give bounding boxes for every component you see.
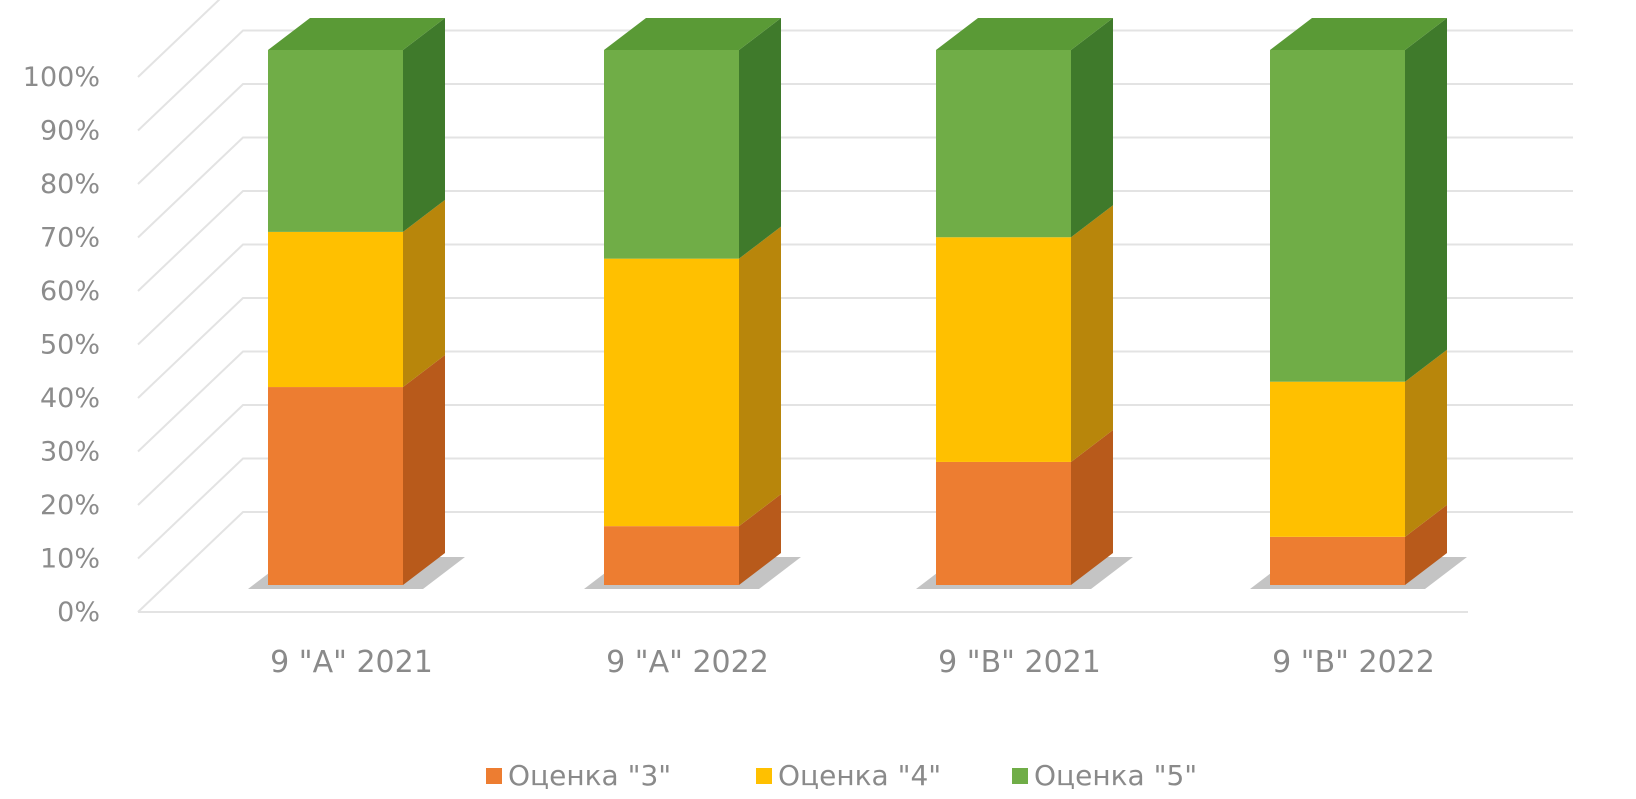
bar-front: [1270, 536, 1405, 585]
bar-side: [1405, 18, 1447, 382]
bar-top: [268, 18, 445, 50]
bar-side: [739, 18, 781, 259]
legend-label: Оценка "3": [508, 759, 671, 792]
y-tick-label: 100%: [23, 62, 100, 93]
bar-front: [604, 258, 739, 527]
bar-segment: [936, 429, 1113, 585]
bar-segment: [604, 18, 781, 259]
bar-front: [604, 50, 739, 259]
bar-top: [1270, 18, 1447, 50]
gridline: [137, 297, 1573, 399]
x-category-label: 9 "В" 2021: [938, 645, 1101, 680]
gridline: [137, 457, 1573, 560]
gridline: [137, 83, 1573, 185]
bar-segment: [936, 205, 1113, 462]
bar-side: [1071, 18, 1113, 238]
bar-side: [1071, 205, 1113, 462]
legend-swatch: [756, 768, 772, 784]
bar-side: [1071, 429, 1113, 585]
legend-label: Оценка "4": [778, 759, 941, 792]
bar-front: [936, 50, 1071, 238]
legend-item: Оценка "5": [1012, 759, 1197, 792]
gridline: [137, 136, 1573, 239]
y-tick-label: 80%: [40, 169, 100, 200]
bar-top: [604, 18, 781, 50]
x-category-label: 9 "В" 2022: [1272, 645, 1435, 680]
bar-segment: [936, 18, 1113, 238]
bar-front: [604, 526, 739, 585]
bar-segment: [1270, 349, 1447, 537]
gridline: [137, 29, 1573, 132]
y-tick-label: 70%: [40, 223, 100, 254]
bar-side: [739, 494, 781, 585]
y-tick-label: 40%: [40, 383, 100, 414]
bar-front: [1270, 381, 1405, 537]
bar-segment: [604, 226, 781, 527]
bar-segment: [268, 355, 445, 585]
bar-side: [1405, 349, 1447, 537]
gridline: [137, 243, 1573, 346]
bar-side: [403, 355, 445, 585]
legend-label: Оценка "5": [1034, 759, 1197, 792]
bar-front: [936, 461, 1071, 585]
gridline: [137, 0, 221, 78]
legend-swatch: [486, 768, 502, 784]
legend-item: Оценка "4": [756, 759, 941, 792]
bar-side: [403, 199, 445, 388]
y-tick-label: 20%: [40, 490, 100, 521]
y-tick-label: 10%: [40, 544, 100, 575]
bar-top: [936, 18, 1113, 50]
bar-side: [1405, 504, 1447, 585]
x-category-label: 9 "А" 2021: [270, 645, 433, 680]
legend: Оценка "3" Оценка "4" Оценка "5": [486, 759, 1197, 792]
bar-front: [1270, 50, 1405, 382]
bar-segment: [604, 494, 781, 585]
legend-swatch: [1012, 768, 1028, 784]
bar-segment: [1270, 504, 1447, 585]
x-category-label: 9 "А" 2022: [606, 645, 769, 680]
bar-front: [936, 237, 1071, 462]
gridline: [137, 404, 1573, 506]
y-tick-label: 0%: [57, 597, 100, 628]
y-axis-tick-labels: 0% 10% 20% 30% 40% 50% 60% 70% 80% 90% 100%: [23, 62, 100, 628]
bar-side: [739, 226, 781, 527]
gridline: [137, 190, 1573, 292]
gridline: [137, 511, 1573, 613]
bar-front: [268, 50, 403, 232]
gridlines: [137, 0, 1573, 613]
bar-side: [403, 18, 445, 232]
bars: [248, 18, 1467, 589]
y-tick-label: 90%: [40, 116, 100, 147]
bar-segment: [1270, 18, 1447, 382]
y-tick-label: 50%: [40, 330, 100, 361]
y-tick-label: 30%: [40, 437, 100, 468]
gridline: [137, 350, 1573, 453]
bar-front: [268, 387, 403, 585]
x-axis-category-labels: 9 "А" 2021 9 "А" 2022 9 "В" 2021 9 "В" 2022: [270, 645, 1435, 680]
legend-item: Оценка "3": [486, 759, 671, 792]
bar-segment: [268, 199, 445, 388]
bar-segment: [268, 18, 445, 232]
bar-front: [268, 231, 403, 388]
y-tick-label: 60%: [40, 276, 100, 307]
